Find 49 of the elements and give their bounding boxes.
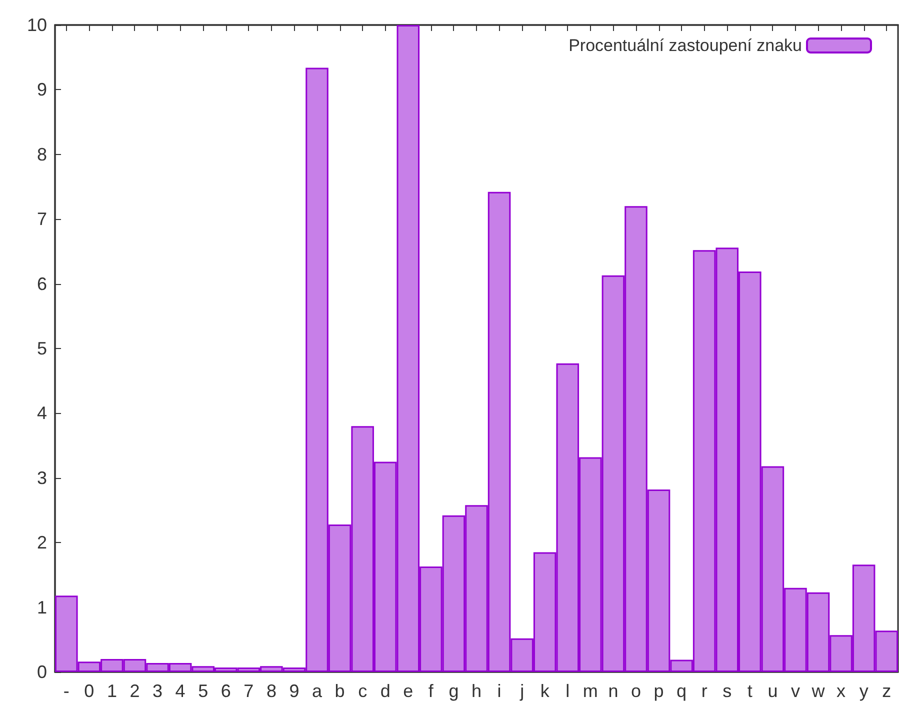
x-tick-label: i xyxy=(497,681,502,701)
legend-label: Procentuální zastoupení znaku xyxy=(568,36,802,55)
x-tick-label: y xyxy=(859,681,868,701)
x-tick-label: q xyxy=(676,681,687,701)
x-tick-label: g xyxy=(448,681,459,701)
x-tick-label: h xyxy=(471,681,482,701)
x-tick-label: a xyxy=(312,681,324,701)
x-tick-label: 3 xyxy=(152,681,163,701)
y-tick-label: 4 xyxy=(36,403,47,424)
y-tick-label: 1 xyxy=(36,597,47,618)
x-tick-label: 7 xyxy=(244,681,254,701)
x-tick-label: 2 xyxy=(130,681,140,701)
x-tick-label: s xyxy=(722,681,732,701)
x-tick-label: 6 xyxy=(220,681,231,701)
x-tick-label: e xyxy=(403,681,414,701)
x-tick-label: c xyxy=(358,681,368,701)
y-tick-label: 9 xyxy=(36,80,47,100)
x-tick-label: 1 xyxy=(106,681,117,701)
x-tick-label: j xyxy=(519,681,524,701)
y-tick-label: 6 xyxy=(36,274,47,294)
x-tick-label: r xyxy=(701,681,708,701)
x-tick-label: v xyxy=(790,681,800,701)
x-tick-label: f xyxy=(428,681,434,701)
x-tick-label: b xyxy=(334,681,345,701)
x-tick-label: 4 xyxy=(175,681,186,701)
x-tick-label: x xyxy=(836,681,846,701)
x-tick-label: m xyxy=(582,681,598,701)
x-tick-label: o xyxy=(630,681,641,701)
y-tick-label: 5 xyxy=(36,338,47,358)
x-tick-label: d xyxy=(380,681,390,701)
x-tick-label: 5 xyxy=(198,681,208,701)
y-tick-label: 8 xyxy=(36,144,47,164)
x-tick-label: n xyxy=(608,681,618,701)
x-tick-label: 0 xyxy=(84,681,94,701)
x-tick-label: z xyxy=(882,681,892,701)
x-tick-label: w xyxy=(810,681,826,701)
x-tick-label: t xyxy=(747,681,752,701)
x-tick-label: k xyxy=(540,681,550,701)
x-tick-label: 8 xyxy=(266,681,276,701)
x-tick-label: p xyxy=(654,681,664,701)
y-tick-label: 10 xyxy=(26,15,47,35)
y-tick-label: 3 xyxy=(36,468,47,488)
y-tick-label: 7 xyxy=(36,209,47,230)
y-tick-label: 2 xyxy=(36,532,47,553)
x-tick-label: - xyxy=(63,681,70,701)
x-tick-label: u xyxy=(768,681,778,701)
y-tick-label: 0 xyxy=(36,662,47,682)
x-tick-label: 9 xyxy=(289,681,300,701)
x-tick-label: l xyxy=(566,681,570,701)
